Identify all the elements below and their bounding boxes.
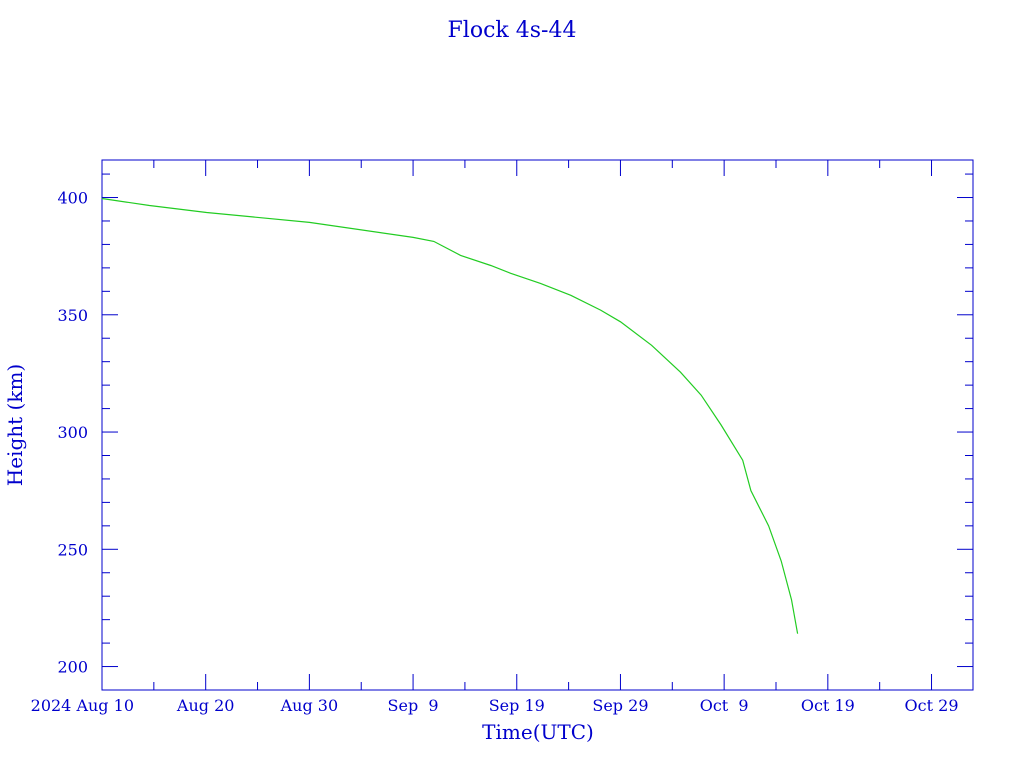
x-tick-label: Aug 20 bbox=[176, 696, 235, 715]
x-tick-label: Oct 9 bbox=[700, 696, 749, 715]
x-axis: 2024 Aug 10 Aug 20 Aug 30 Sep 9 Sep 19 Sep 29… bbox=[31, 160, 959, 715]
x-tick-label: Sep 29 bbox=[592, 696, 648, 715]
y-tick-label: 250 bbox=[57, 540, 88, 559]
y-tick-label: 200 bbox=[57, 658, 88, 677]
x-axis-label: Time(UTC) bbox=[482, 720, 594, 744]
y-axis: 200 250 300 350 400 bbox=[57, 173, 973, 691]
x-tick-label: 2024 Aug 10 bbox=[31, 696, 134, 715]
series-group bbox=[101, 197, 799, 634]
y-axis-label: Height (km) bbox=[3, 364, 27, 486]
x-tick-label: Sep 9 bbox=[388, 696, 439, 715]
x-tick-label: Oct 19 bbox=[801, 696, 855, 715]
plot-frame bbox=[101, 159, 974, 691]
series-line bbox=[101, 197, 799, 634]
y-tick-label: 400 bbox=[57, 189, 88, 208]
y-tick-label: 300 bbox=[57, 423, 88, 442]
x-tick-label: Oct 29 bbox=[905, 696, 959, 715]
x-tick-label: Sep 19 bbox=[489, 696, 545, 715]
x-tick-label: Aug 30 bbox=[280, 696, 339, 715]
y-tick-label: 350 bbox=[57, 306, 88, 325]
chart-title: Flock 4s-44 bbox=[448, 18, 577, 43]
